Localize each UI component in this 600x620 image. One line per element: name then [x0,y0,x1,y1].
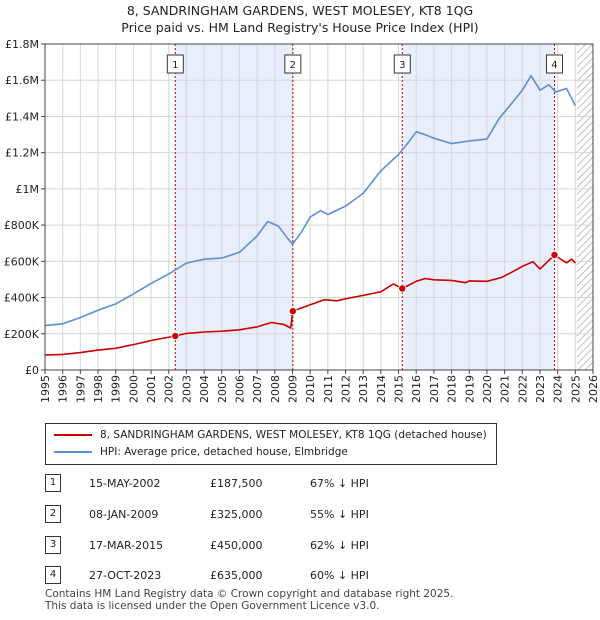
x-tick-label-0: 1995 [39,375,52,403]
x-tick-label-24: 2019 [463,375,476,403]
sale-date: 08-JAN-2009 [89,508,159,521]
sale-marker-label-2: 2 [290,60,296,71]
x-tick-label-3: 1998 [92,375,105,403]
sale-price: £450,000 [210,539,263,552]
x-tick-label-23: 2018 [446,375,459,403]
chart-title-line2: Price paid vs. HM Land Registry's House … [121,20,479,35]
sale-hpi-diff: 67% ↓ HPI [310,477,369,490]
property-price-line [44,254,576,356]
sale-point-4 [550,250,559,259]
x-tick-label-8: 2003 [180,375,193,403]
sale-price: £187,500 [210,477,263,490]
x-tick-label-11: 2006 [233,375,246,403]
y-tick-label-7: £1.4M [5,110,39,123]
sale-point-3 [398,284,407,293]
x-tick-label-26: 2021 [499,375,512,403]
sale-marker-label-1: 1 [172,60,178,71]
x-tick-label-10: 2005 [216,375,229,403]
future-hatch [576,44,593,370]
x-tick-label-9: 2004 [198,375,211,403]
sale-hpi-diff: 62% ↓ HPI [310,539,369,552]
hpi-line [44,74,577,327]
price-chart: 1 2 3 4 £0 £200K £400K £600K £800K £1M £1.2M £1.4M £… [4,38,600,403]
y-tick-label-3: £600K [4,255,40,268]
x-tick-label-4: 1999 [110,375,123,403]
sale-number: 3 [45,536,61,554]
x-tick-label-14: 2009 [286,375,299,403]
x-tick-label-19: 2014 [375,375,388,403]
y-tick-label-8: £1.6M [5,74,39,87]
legend-item-hpi: HPI: Average price, detached house, Elmb… [54,444,348,460]
x-tick-label-5: 2000 [127,375,140,403]
x-tick-label-12: 2007 [251,375,264,403]
y-tick-label-1: £200K [4,328,40,341]
x-tick-label-18: 2013 [357,375,370,403]
sale-hpi-diff: 60% ↓ HPI [310,569,369,582]
legend-hpi-line [54,451,92,453]
legend-item-property: 8, SANDRINGHAM GARDENS, WEST MOLESEY, KT… [54,427,487,443]
shaded-period-1 [175,44,293,370]
x-tick-label-15: 2010 [304,375,317,403]
x-tick-label-1: 1996 [57,375,70,403]
sale-hpi-diff: 55% ↓ HPI [310,508,369,521]
sale-marker-box-1 [166,54,184,74]
legend-property-label: 8, SANDRINGHAM GARDENS, WEST MOLESEY, KT… [100,429,487,441]
chart-title-line1: 8, SANDRINGHAM GARDENS, WEST MOLESEY, KT… [126,3,474,18]
y-tick-label-0: £0 [25,364,39,377]
x-tick-label-28: 2023 [534,375,547,403]
sale-date: 17-MAR-2015 [89,539,164,552]
x-tick-label-6: 2001 [145,375,158,403]
sale-number: 4 [45,566,61,584]
sale-marker-box-3 [393,54,411,74]
x-tick-label-31: 2026 [587,375,600,403]
sale-price: £325,000 [210,508,263,521]
x-tick-label-30: 2025 [569,375,582,403]
footer-licence: This data is licensed under the Open Gov… [45,600,380,612]
x-tick-label-7: 2002 [163,375,176,403]
x-tick-label-29: 2024 [552,375,565,403]
y-tick-label-9: £1.8M [5,38,39,51]
legend-property-line [54,434,92,436]
y-tick-label-5: £1M [16,183,40,196]
x-tick-label-20: 2015 [393,375,406,403]
x-tick-label-27: 2022 [516,375,529,403]
x-tick-label-13: 2008 [269,375,282,403]
sale-price: £635,000 [210,569,263,582]
x-tick-label-22: 2017 [428,375,441,403]
x-tick-label-21: 2016 [410,375,423,403]
x-tick-label-16: 2011 [322,375,335,403]
y-tick-label-4: £800K [4,219,40,232]
sale-date: 27-OCT-2023 [89,569,162,582]
x-tick-label-2: 1997 [74,375,87,403]
sale-marker-box-2 [284,54,302,74]
shaded-period-2 [402,44,555,370]
sale-marker-label-4: 4 [551,60,557,71]
chart-title: 8, SANDRINGHAM GARDENS, WEST MOLESEY, KT… [0,2,600,36]
sale-date: 15-MAY-2002 [89,477,161,490]
sale-marker-box-4 [545,54,563,74]
legend: 8, SANDRINGHAM GARDENS, WEST MOLESEY, KT… [45,423,497,465]
legend-hpi-label: HPI: Average price, detached house, Elmb… [100,446,348,458]
x-tick-label-25: 2020 [481,375,494,403]
sale-point-2 [288,307,297,316]
footer-copyright: Contains HM Land Registry data © Crown c… [45,588,454,600]
sale-number: 1 [45,474,61,492]
sale-marker-label-3: 3 [399,60,405,71]
sale-point-1 [171,332,180,341]
y-tick-label-2: £400K [4,292,40,305]
x-tick-label-17: 2012 [340,375,353,403]
plot-frame [44,43,594,371]
sale-number: 2 [45,505,61,523]
y-tick-label-6: £1.2M [5,147,39,160]
